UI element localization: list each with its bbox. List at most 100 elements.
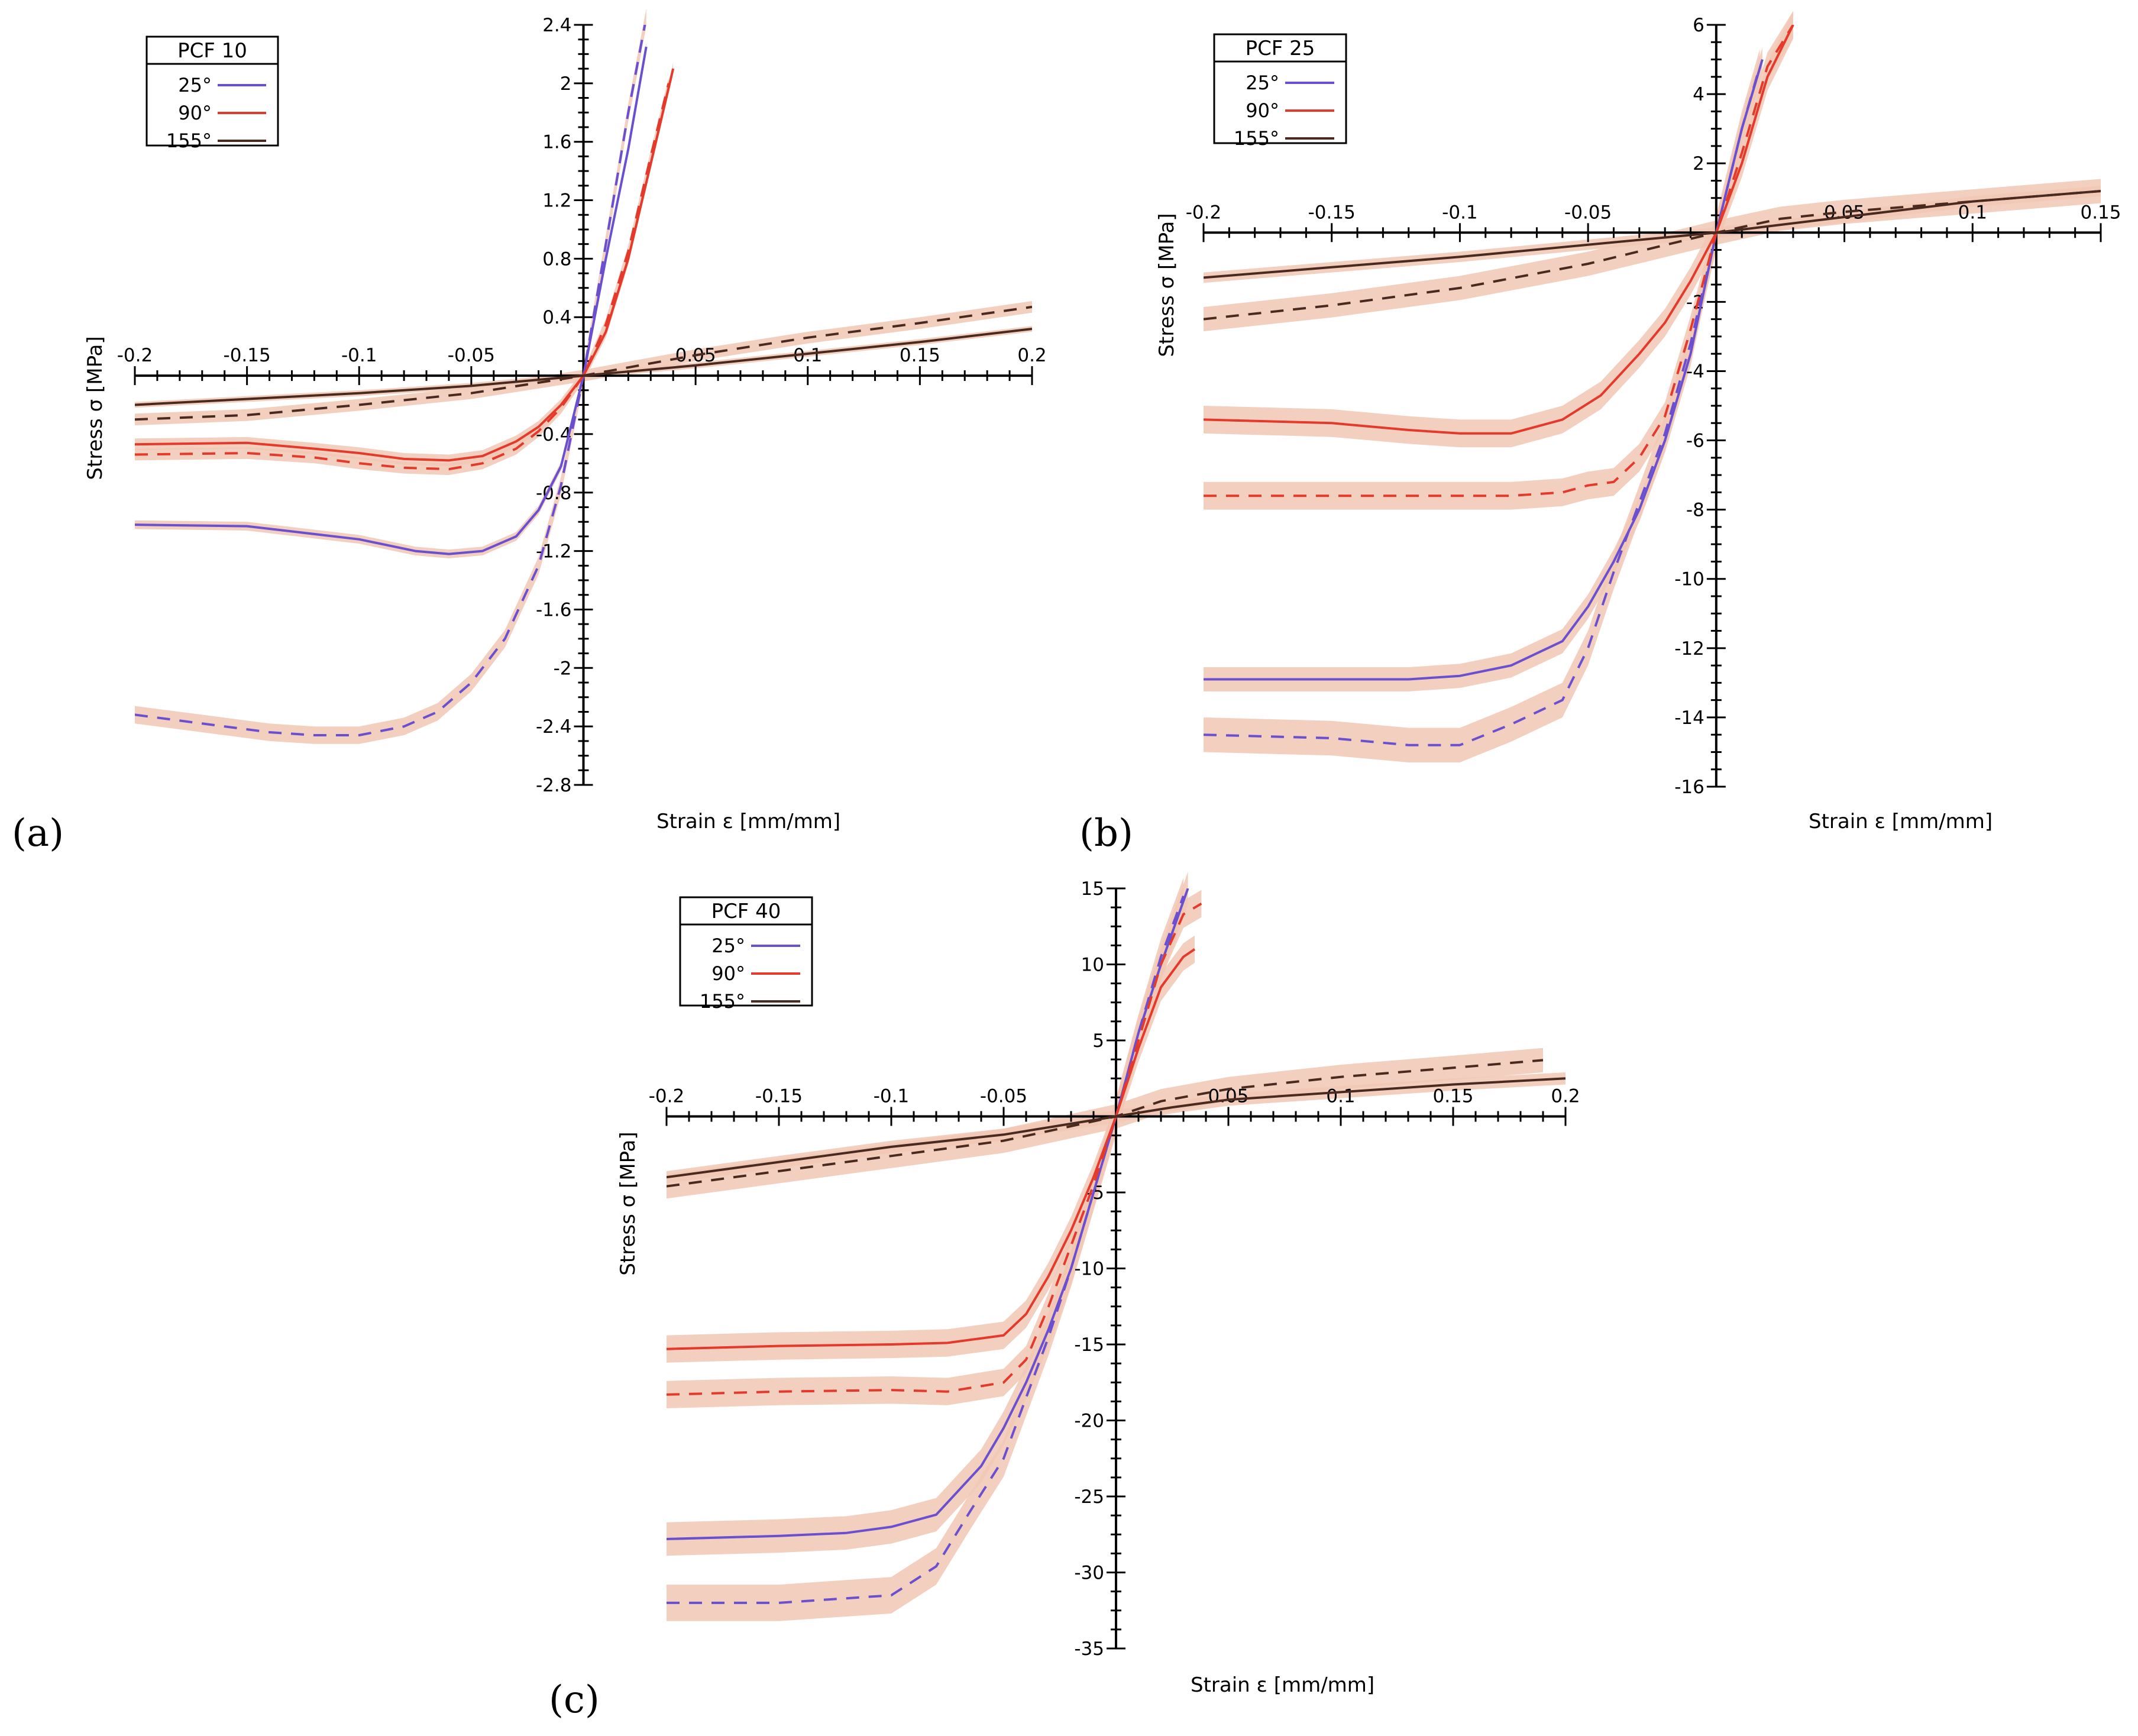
- series-line-155deg-solid: [135, 328, 1032, 406]
- x-axis-title: Strain ε [mm/mm]: [1809, 810, 1993, 833]
- legend-box: [1213, 33, 1347, 144]
- legend-title: PCF 40: [711, 900, 781, 923]
- x-tick-label: -0.15: [1308, 202, 1356, 223]
- legend-title: PCF 25: [1246, 37, 1315, 60]
- y-tick-label: 0.4: [542, 307, 571, 328]
- series-lines: [667, 888, 1566, 1604]
- series-lines: [135, 25, 1032, 736]
- series-line-90deg-dashed: [1204, 25, 1794, 497]
- x-tick-label: -0.15: [755, 1086, 803, 1107]
- series-line-155deg-dashed: [135, 305, 1032, 421]
- legend: PCF 40 25° 90° 155°: [679, 896, 813, 1013]
- series-line-25deg-solid: [135, 46, 648, 555]
- x-tick-label: 0.2: [1017, 345, 1046, 366]
- y-tick-label: -15: [1074, 1334, 1104, 1356]
- y-tick-label: -16: [1674, 777, 1704, 798]
- x-tick-label: -0.05: [448, 345, 495, 366]
- y-tick-label: -25: [1074, 1486, 1104, 1508]
- y-tick-label: 15: [1081, 878, 1104, 900]
- series-lines: [1204, 25, 2101, 746]
- y-tick-label: -2.4: [536, 716, 572, 738]
- series-line-155deg-dashed: [667, 1059, 1544, 1188]
- x-tick-label: 0.15: [2080, 202, 2121, 223]
- legend-label: 90°: [1246, 99, 1279, 122]
- y-tick-label: 0.8: [542, 248, 571, 270]
- x-tick-label: 0.2: [1551, 1086, 1580, 1107]
- x-tick-label: -0.1: [1442, 202, 1478, 223]
- band-155deg-dashed: [667, 1048, 1543, 1199]
- band-25deg-dashed: [667, 878, 1183, 1621]
- legend-label: 25°: [178, 74, 212, 96]
- legend-label: 155°: [166, 130, 212, 152]
- band-90deg-solid: [1204, 11, 1793, 448]
- y-tick-label: -0.4: [536, 424, 572, 445]
- y-axis-title: Stress σ [MPa]: [83, 336, 107, 480]
- chart-panel-c: -0.2 -0.15 -0.1 -0.05 0.05 0.1 0.15 0.2-35-30-2…: [549, 871, 1580, 1722]
- series-line-25deg-solid: [667, 888, 1189, 1540]
- x-tick-label: -0.1: [874, 1086, 910, 1107]
- band-155deg-dashed: [135, 301, 1032, 426]
- series-line-25deg-dashed: [135, 25, 646, 736]
- legend-label: 25°: [711, 935, 745, 957]
- axes: -0.2 -0.15 -0.1 -0.05 0.05 0.1 0.15-16-14-12-1…: [1186, 15, 2121, 798]
- x-tick-label: 0.15: [1432, 1086, 1473, 1107]
- series-line-90deg-dashed: [667, 902, 1202, 1396]
- legend-label: 90°: [711, 962, 745, 985]
- y-tick-label: 2: [1693, 153, 1704, 174]
- x-tick-label: -0.1: [341, 345, 377, 366]
- panel-letter: (a): [12, 812, 64, 855]
- x-tick-label: 0.1: [1326, 1086, 1355, 1107]
- legend: PCF 10 25° 90° 155°: [145, 35, 279, 152]
- x-tick-label: -0.05: [1564, 202, 1612, 223]
- y-tick-label: -14: [1674, 707, 1704, 729]
- y-tick-label: 2.4: [542, 15, 571, 36]
- series-line-90deg-solid: [135, 68, 675, 462]
- legend-box: [145, 35, 279, 147]
- y-tick-label: -4: [1686, 361, 1704, 382]
- series-line-90deg-solid: [667, 948, 1196, 1350]
- legend-title: PCF 10: [177, 39, 247, 63]
- panel-letter: (c): [549, 1678, 600, 1722]
- x-axis-title: Strain ε [mm/mm]: [1191, 1673, 1374, 1697]
- x-tick-label: 0.15: [900, 345, 940, 366]
- y-tick-label: -6: [1686, 431, 1704, 452]
- legend-label: 25°: [1246, 72, 1279, 94]
- series-line-155deg-solid: [1204, 190, 2101, 279]
- y-tick-label: 1.6: [542, 132, 571, 153]
- y-tick-label: -20: [1074, 1411, 1104, 1432]
- legend-label: 90°: [178, 102, 212, 124]
- series-line-90deg-solid: [1204, 25, 1794, 435]
- x-tick-label: 0.1: [1958, 202, 1987, 223]
- panel-letter: (b): [1079, 812, 1133, 855]
- y-tick-label: -0.8: [536, 483, 572, 504]
- chart-panel-b: -0.2 -0.15 -0.1 -0.05 0.05 0.1 0.15-16-14-12-1…: [1079, 11, 2121, 855]
- legend: PCF 25 25° 90° 155°: [1213, 33, 1347, 150]
- x-tick-label: -0.15: [224, 345, 271, 366]
- x-tick-label: -0.2: [1186, 202, 1222, 223]
- y-tick-label: 4: [1693, 84, 1704, 105]
- y-tick-label: -10: [1074, 1259, 1104, 1280]
- x-tick-label: -0.2: [649, 1086, 685, 1107]
- y-axis-title: Stress σ [MPa]: [616, 1132, 640, 1275]
- y-tick-label: 5: [1092, 1030, 1104, 1052]
- y-tick-label: 2: [560, 73, 572, 95]
- x-axis-title: Strain ε [mm/mm]: [656, 810, 840, 833]
- axes: -0.2 -0.15 -0.1 -0.05 0.05 0.1 0.15 0.2-2.8-2.4…: [117, 15, 1047, 796]
- legend-box: [679, 896, 813, 1007]
- chart-panel-a: -0.2 -0.15 -0.1 -0.05 0.05 0.1 0.15 0.2-2.8-2.4…: [12, 8, 1047, 855]
- series-line-90deg-dashed: [135, 83, 670, 471]
- y-tick-label: 6: [1693, 15, 1704, 36]
- legend-label: 155°: [1234, 127, 1279, 150]
- x-tick-label: -0.05: [980, 1086, 1027, 1107]
- y-tick-label: -10: [1674, 569, 1704, 590]
- y-tick-label: 10: [1081, 955, 1104, 976]
- x-tick-label: -0.2: [117, 345, 153, 366]
- y-tick-label: -1.6: [536, 599, 572, 620]
- y-tick-label: -30: [1074, 1563, 1104, 1584]
- legend-label: 155°: [700, 990, 745, 1013]
- y-tick-label: -8: [1686, 500, 1704, 521]
- y-tick-label: -12: [1674, 638, 1704, 660]
- y-axis-title: Stress σ [MPa]: [1155, 213, 1179, 357]
- y-tick-label: 1.2: [542, 190, 571, 212]
